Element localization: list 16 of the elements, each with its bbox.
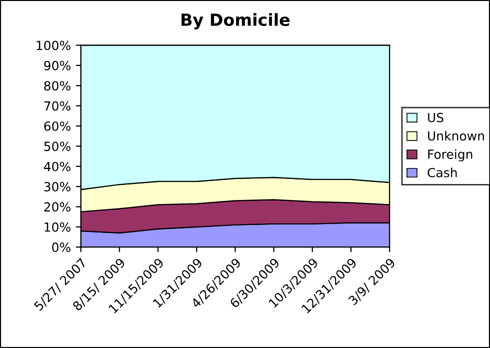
legend-label: Cash — [428, 168, 457, 178]
legend-label: Unknown — [428, 130, 484, 141]
y-tick-label: 70% — [44, 101, 70, 111]
y-tick-label: 0% — [52, 242, 70, 252]
y-tick-label: 30% — [44, 182, 70, 192]
y-tick-label: 20% — [44, 202, 70, 212]
y-tick-label: 100% — [36, 40, 70, 50]
y-tick-label: 40% — [44, 162, 70, 172]
legend-label: Foreign — [428, 149, 472, 162]
y-tick-label: 80% — [44, 81, 70, 91]
y-tick-label: 60% — [44, 121, 70, 131]
legend-label: US — [428, 112, 444, 122]
y-tick-label: 10% — [44, 222, 70, 232]
y-tick-label: 90% — [44, 60, 70, 70]
y-tick-label: 50% — [44, 142, 70, 152]
chart-title: By Domicile — [182, 13, 290, 30]
